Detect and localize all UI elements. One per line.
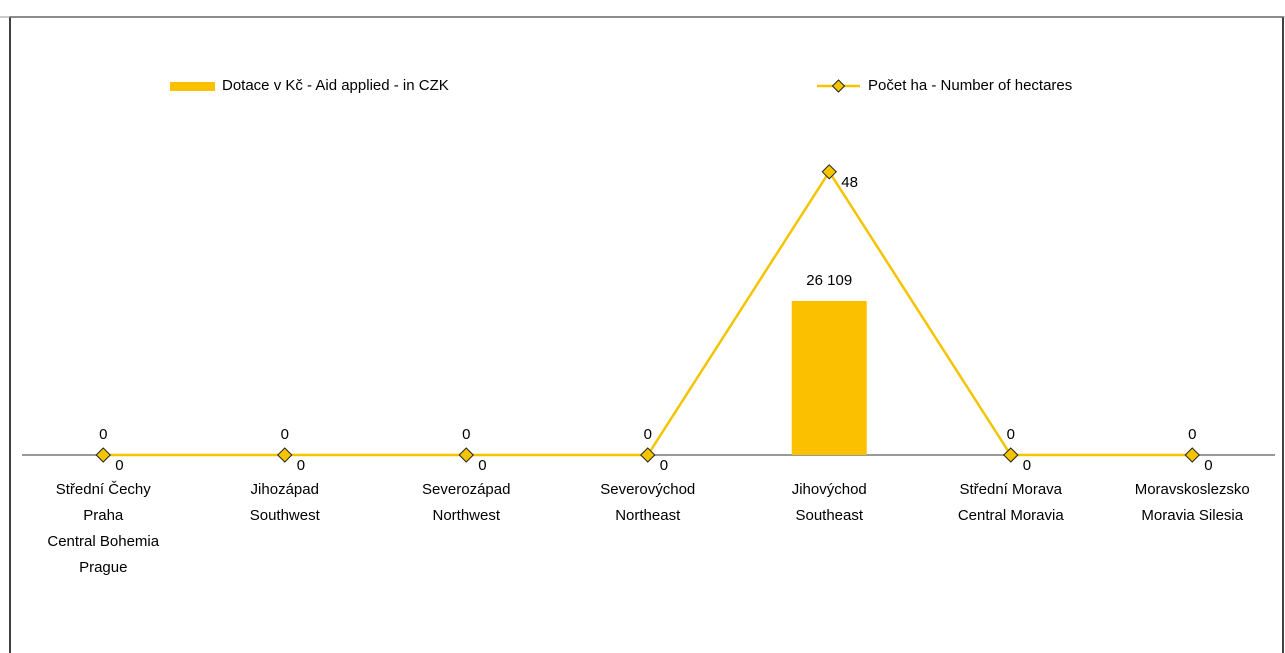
line-marker: [277, 447, 293, 463]
line-value-label: 0: [660, 457, 668, 474]
x-tick-label: Severovýchod: [600, 481, 695, 498]
line-value-label: 0: [478, 457, 486, 474]
bar-value-label: 0: [1188, 426, 1196, 443]
x-tick-label: Central Moravia: [958, 507, 1065, 524]
legend-marker: [831, 79, 846, 93]
line-value-label: 0: [115, 457, 123, 474]
x-tick-label: Prague: [79, 559, 127, 576]
x-tick-label: Střední Čechy: [56, 481, 152, 498]
line-marker: [458, 447, 474, 463]
x-tick-label: Southeast: [795, 507, 863, 524]
bar-value-label: 0: [281, 426, 289, 443]
chart-frame: [9, 16, 1284, 653]
bar-value-label: 0: [99, 426, 107, 443]
line-value-label: 0: [297, 457, 305, 474]
x-tick-label: Moravskoslezsko: [1135, 481, 1250, 498]
x-tick-label: Southwest: [250, 507, 321, 524]
legend-label: Dotace v Kč - Aid applied - in CZK: [222, 77, 449, 94]
line-marker: [640, 447, 656, 463]
x-tick-label: Střední Morava: [959, 481, 1062, 498]
line-marker: [95, 447, 111, 463]
bar-value-label: 26 109: [806, 272, 852, 289]
line-marker: [821, 164, 837, 180]
x-tick-label: Severozápad: [422, 481, 510, 498]
x-tick-label: Jihozápad: [251, 481, 319, 498]
x-tick-label: Central Bohemia: [47, 533, 159, 550]
line-value-label: 0: [1023, 457, 1031, 474]
x-tick-label: Northwest: [432, 507, 500, 524]
bar-value-label: 0: [462, 426, 470, 443]
bar: [791, 300, 867, 455]
legend-label: Počet ha - Number of hectares: [868, 77, 1072, 94]
line-marker: [1003, 447, 1019, 463]
x-tick-label: Moravia Silesia: [1141, 507, 1243, 524]
x-tick-label: Praha: [83, 507, 124, 524]
x-tick-label: Jihovýchod: [792, 481, 867, 498]
bar-value-label: 0: [644, 426, 652, 443]
legend-swatch: [170, 82, 215, 91]
line-value-label: 0: [1204, 457, 1212, 474]
x-tick-label: Northeast: [615, 507, 681, 524]
bar-value-label: 0: [1007, 426, 1015, 443]
line-value-label: 48: [841, 174, 858, 191]
line-marker: [1184, 447, 1200, 463]
